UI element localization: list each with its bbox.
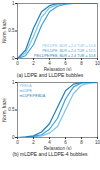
svg-text:PEBDA: PEBDA (20, 84, 33, 88)
html-text:(a) LDPE and LLDPE bubbles: (a) LDPE and LLDPE bubbles (16, 72, 84, 78)
svg-text:4: 4 (48, 140, 51, 145)
svg-text:Relaxation (s): Relaxation (s) (44, 146, 72, 151)
svg-text:0: 0 (12, 56, 15, 61)
svg-text:8: 8 (80, 140, 83, 145)
svg-text:1: 1 (12, 1, 15, 6)
svg-text:6: 6 (64, 140, 67, 145)
svg-text:mLDPE: mLDPE (20, 89, 33, 93)
svg-text:PE/LDPE, BUR = 2.4 TUR = 10.8: PE/LDPE, BUR = 2.4 TUR = 10.8 (42, 44, 95, 48)
svg-text:1: 1 (12, 80, 15, 85)
svg-text:2: 2 (32, 61, 35, 66)
svg-text:Norm. haze: Norm. haze (2, 98, 7, 122)
svg-text:mLDPE/PEBDA: mLDPE/PEBDA (20, 94, 46, 98)
svg-text:0: 0 (12, 135, 15, 140)
html-text:(b) mLDPE and LLDPE-4 bubbles: (b) mLDPE and LLDPE-4 bubbles (12, 151, 88, 157)
svg-text:0.5: 0.5 (8, 107, 15, 112)
svg-text:Relaxation (s): Relaxation (s) (44, 67, 72, 72)
svg-text:PE/LDPE/PEB, BUR = 2.4 TUR = 1: PE/LDPE/PEB, BUR = 2.4 TUR = 10.8 (34, 54, 95, 58)
svg-text:4: 4 (48, 61, 51, 66)
svg-text:8: 8 (80, 61, 83, 66)
svg-text:0: 0 (16, 140, 19, 145)
svg-text:0: 0 (16, 61, 19, 66)
svg-text:10: 10 (95, 140, 100, 145)
svg-text:6: 6 (64, 61, 67, 66)
svg-text:0.5: 0.5 (8, 28, 15, 33)
svg-text:2: 2 (32, 140, 35, 145)
svg-text:PE/LDPE, BUR = 2.4 TUR = 12.5: PE/LDPE, BUR = 2.4 TUR = 12.5 (42, 49, 95, 53)
svg-text:Norm. haze: Norm. haze (2, 19, 7, 43)
svg-text:10: 10 (95, 61, 100, 66)
